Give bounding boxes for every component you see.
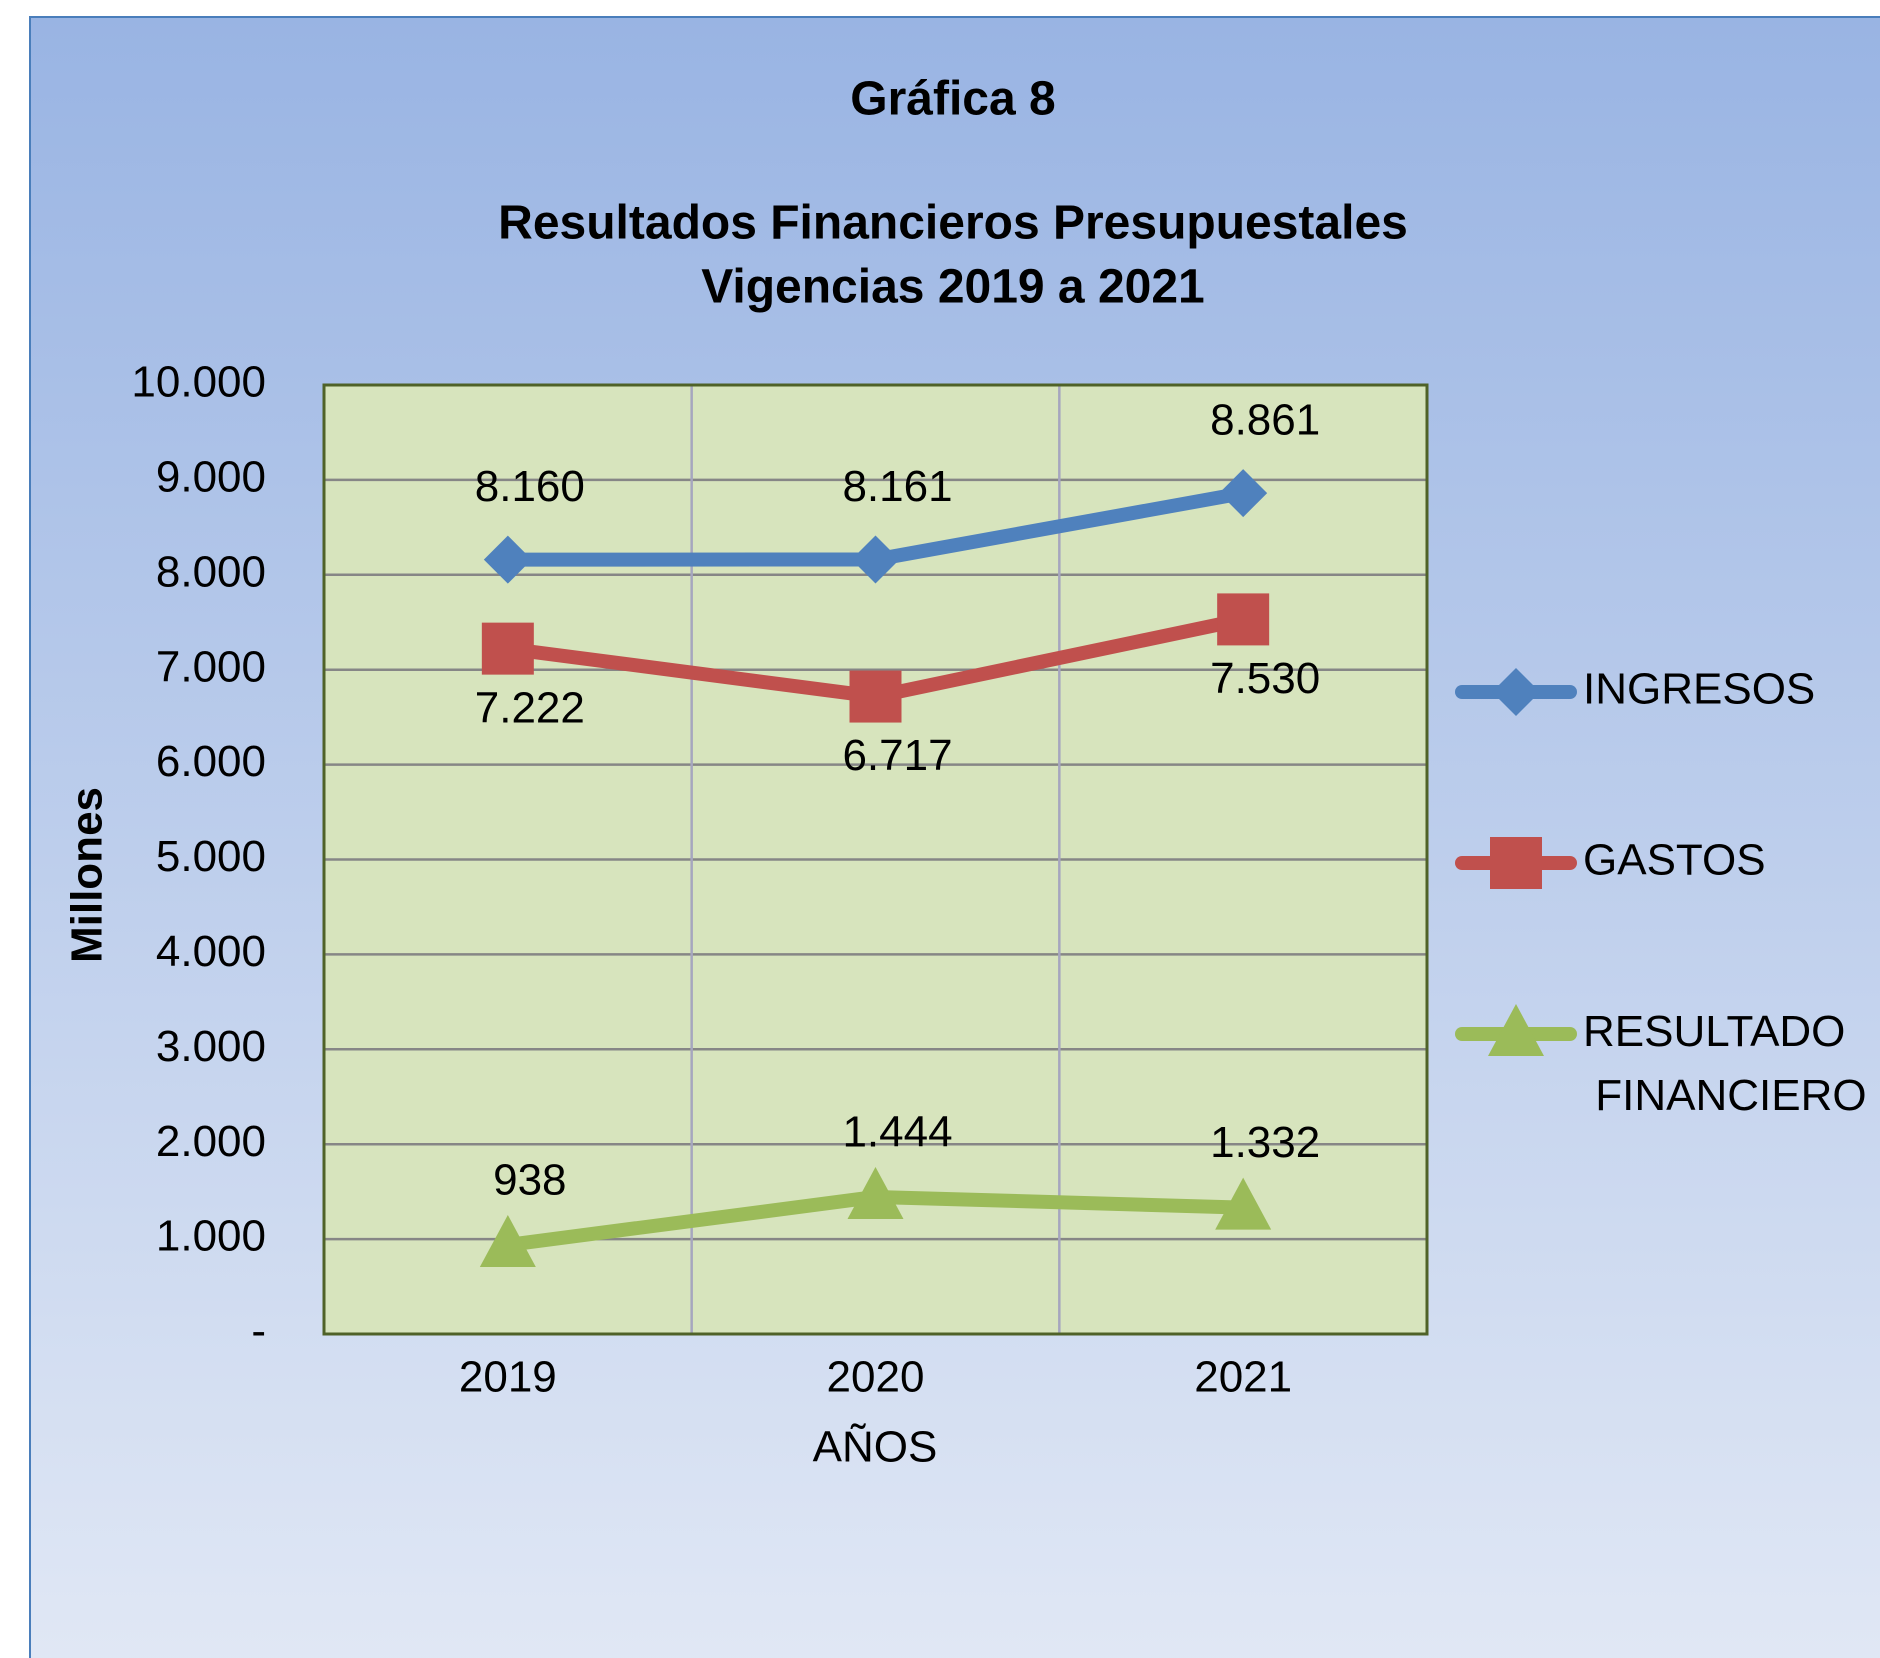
data-point [851,535,900,584]
y-tick-label: - [251,1307,266,1356]
data-point [483,535,532,584]
data-label: 7.530 [1210,654,1320,703]
y-axis-label: Millones [63,787,112,963]
data-label: 7.222 [475,683,585,732]
legend-label: INGRESOS [1583,665,1815,714]
plot-border [322,383,1429,1336]
legend-marker [1492,668,1540,716]
legend-marker [1488,1004,1544,1056]
data-label: 8.861 [1210,396,1320,445]
data-point [847,1166,904,1219]
data-point [1217,593,1270,646]
y-tick-label: 2.000 [156,1117,266,1166]
legend-label: GASTOS [1583,836,1766,885]
x-tick-label: 2020 [827,1353,925,1402]
data-point [481,622,534,675]
data-label: 8.161 [842,462,952,511]
data-label: 1.332 [1210,1118,1320,1167]
y-tick-label: 3.000 [156,1022,266,1071]
data-label: 6.717 [842,731,952,780]
data-point [479,1214,536,1267]
y-tick-label: 4.000 [156,927,266,976]
data-label: 938 [493,1156,566,1205]
x-tick-label: 2021 [1194,1353,1292,1402]
chart-title: Gráfica 8 [850,73,1055,126]
data-point [849,670,902,723]
y-tick-label: 1.000 [156,1212,266,1261]
y-tick-label: 10.000 [131,358,266,407]
data-label: 8.160 [475,462,585,511]
x-axis-label: AÑOS [813,1422,938,1472]
y-tick-label: 8.000 [156,547,266,596]
y-tick-label: 6.000 [156,737,266,786]
data-point [1215,1177,1272,1230]
legend-label: RESULTADO FINANCIERO [1583,1007,1867,1120]
y-tick-label: 7.000 [156,642,266,691]
data-point [1219,469,1268,518]
legend-marker [1490,837,1542,889]
y-tick-label: 5.000 [156,832,266,881]
y-tick-label: 9.000 [156,453,266,502]
x-tick-label: 2019 [459,1353,557,1402]
chart-subtitle: Resultados Financieros Presupuestales [498,197,1408,250]
data-label: 1.444 [842,1108,952,1157]
chart-subtitle: Vigencias 2019 a 2021 [701,261,1205,314]
